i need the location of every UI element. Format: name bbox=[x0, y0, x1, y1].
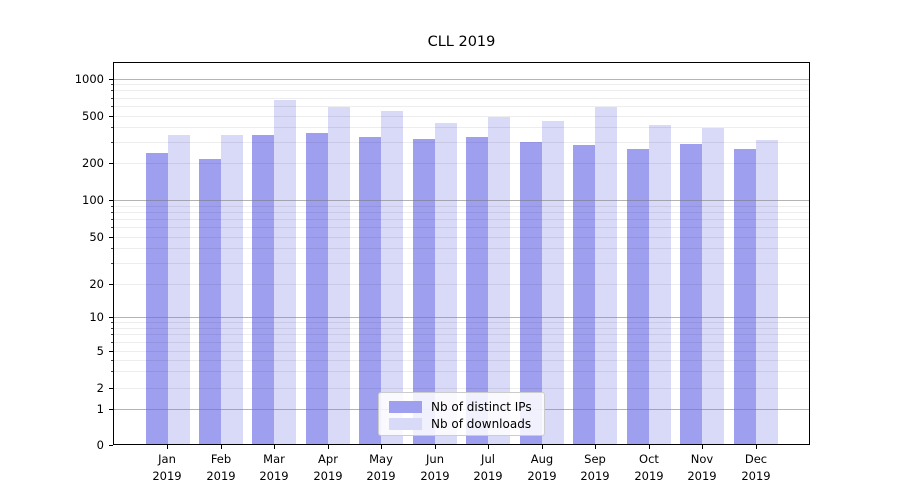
x-tick-mark bbox=[595, 445, 596, 449]
x-tick-label: Apr 2019 bbox=[313, 452, 343, 483]
bar-downloads bbox=[220, 134, 243, 444]
y-minor-tick-mark bbox=[111, 212, 113, 213]
legend-swatch-distinct-ips-icon bbox=[389, 400, 422, 413]
y-minor-tick-mark bbox=[111, 206, 113, 207]
x-tick-label: May 2019 bbox=[366, 452, 396, 483]
y-tick-mark bbox=[109, 388, 113, 389]
x-tick-label: Jan 2019 bbox=[152, 452, 182, 483]
x-tick-label: Nov 2019 bbox=[687, 452, 717, 483]
y-minor-tick-mark bbox=[111, 334, 113, 335]
bar-distinct-ips bbox=[519, 142, 542, 444]
bar-downloads bbox=[541, 121, 564, 444]
bar-distinct-ips bbox=[733, 149, 756, 444]
bar-distinct-ips bbox=[680, 143, 703, 444]
bar-downloads bbox=[167, 134, 190, 444]
y-minor-tick-mark bbox=[111, 219, 113, 220]
y-minor-tick-mark bbox=[111, 227, 113, 228]
y-tick-label: 1000 bbox=[74, 71, 104, 86]
legend-item-downloads: Nb of downloads bbox=[389, 415, 544, 432]
y-minor-tick-mark bbox=[111, 127, 113, 128]
y-tick-label: 500 bbox=[82, 108, 104, 123]
y-minor-tick-mark bbox=[111, 328, 113, 329]
bar-distinct-ips bbox=[626, 149, 649, 444]
chart-title: CLL 2019 bbox=[427, 34, 496, 50]
y-tick-label: 5 bbox=[96, 343, 104, 358]
y-tick-mark bbox=[109, 445, 113, 446]
y-tick-label: 200 bbox=[82, 156, 104, 170]
x-tick-mark bbox=[649, 445, 650, 449]
y-tick-label: 0 bbox=[96, 438, 104, 452]
x-tick-mark bbox=[756, 445, 757, 449]
y-minor-tick-mark bbox=[111, 84, 113, 85]
y-tick-label: 20 bbox=[89, 277, 104, 292]
y-minor-tick-mark bbox=[111, 322, 113, 323]
x-tick-mark bbox=[381, 445, 382, 449]
y-minor-tick-mark bbox=[111, 106, 113, 107]
bar-downloads bbox=[488, 116, 511, 444]
bar-downloads bbox=[595, 106, 618, 444]
bar-downloads bbox=[434, 123, 457, 444]
y-tick-mark bbox=[109, 317, 113, 318]
bar-distinct-ips bbox=[466, 137, 489, 444]
x-tick-mark bbox=[328, 445, 329, 449]
y-minor-tick-mark bbox=[111, 90, 113, 91]
y-tick-label: 2 bbox=[96, 380, 104, 395]
bar-downloads bbox=[327, 107, 350, 444]
legend-label-downloads: Nb of downloads bbox=[431, 416, 532, 431]
x-tick-label: Oct 2019 bbox=[634, 452, 664, 483]
y-tick-label: 50 bbox=[89, 229, 104, 244]
bar-distinct-ips bbox=[198, 159, 221, 444]
bar-distinct-ips bbox=[412, 138, 435, 444]
bar-distinct-ips bbox=[359, 137, 382, 444]
bar-downloads bbox=[702, 127, 725, 444]
y-tick-label: 100 bbox=[82, 193, 104, 207]
y-tick-label: 1 bbox=[96, 401, 104, 416]
y-tick-mark bbox=[109, 284, 113, 285]
x-tick-mark bbox=[274, 445, 275, 449]
y-tick-label: 10 bbox=[89, 309, 104, 324]
legend: Nb of distinct IPs Nb of downloads bbox=[378, 392, 545, 436]
y-tick-mark bbox=[109, 409, 113, 410]
plot-area: Nb of distinct IPs Nb of downloads bbox=[113, 62, 810, 445]
y-minor-tick-mark bbox=[111, 98, 113, 99]
bar-downloads bbox=[381, 110, 404, 444]
x-tick-mark bbox=[221, 445, 222, 449]
y-minor-tick-mark bbox=[111, 263, 113, 264]
legend-swatch-downloads-icon bbox=[389, 417, 422, 430]
x-tick-label: Jun 2019 bbox=[420, 452, 450, 483]
bar-downloads bbox=[648, 125, 671, 444]
x-tick-label: Mar 2019 bbox=[259, 452, 289, 483]
y-tick-mark bbox=[109, 116, 113, 117]
x-tick-mark bbox=[542, 445, 543, 449]
x-tick-label: Sep 2019 bbox=[580, 452, 610, 483]
x-tick-mark bbox=[435, 445, 436, 449]
x-tick-mark bbox=[167, 445, 168, 449]
y-tick-mark bbox=[109, 163, 113, 164]
x-tick-mark bbox=[488, 445, 489, 449]
y-tick-mark bbox=[109, 237, 113, 238]
y-tick-mark bbox=[109, 200, 113, 201]
x-tick-mark bbox=[702, 445, 703, 449]
legend-label-distinct-ips: Nb of distinct IPs bbox=[431, 399, 532, 414]
bar-downloads bbox=[274, 100, 297, 444]
x-tick-label: Aug 2019 bbox=[527, 452, 557, 483]
x-tick-label: Feb 2019 bbox=[206, 452, 236, 483]
y-tick-mark bbox=[109, 79, 113, 80]
y-minor-tick-mark bbox=[111, 248, 113, 249]
bar-downloads bbox=[755, 139, 778, 444]
y-tick-mark bbox=[109, 351, 113, 352]
bars-layer bbox=[114, 63, 809, 444]
bar-distinct-ips bbox=[305, 132, 328, 444]
y-minor-tick-mark bbox=[111, 142, 113, 143]
x-tick-label: Dec 2019 bbox=[741, 452, 771, 483]
bar-distinct-ips bbox=[252, 134, 275, 444]
bar-distinct-ips bbox=[573, 144, 596, 444]
y-minor-tick-mark bbox=[111, 371, 113, 372]
bar-distinct-ips bbox=[145, 152, 168, 444]
y-minor-tick-mark bbox=[111, 342, 113, 343]
x-tick-label: Jul 2019 bbox=[473, 452, 503, 483]
y-minor-tick-mark bbox=[111, 360, 113, 361]
legend-item-distinct-ips: Nb of distinct IPs bbox=[389, 398, 544, 415]
